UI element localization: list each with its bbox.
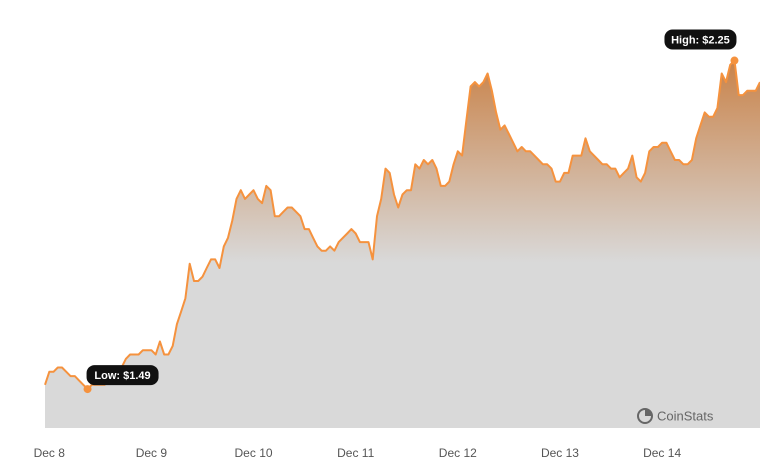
- watermark-text: CoinStats: [657, 408, 714, 423]
- tag-box: [664, 29, 737, 50]
- extreme-point: [83, 385, 92, 394]
- line: [44, 59, 760, 391]
- x-tick-label: Dec 12: [439, 446, 477, 460]
- x-tick-label: Dec 11: [337, 446, 374, 460]
- tag-text: Low: $1.49: [94, 370, 150, 382]
- extreme-tag: Low: $1.49: [86, 365, 159, 386]
- watermark: CoinStats: [637, 408, 714, 424]
- tag-box: [86, 365, 159, 386]
- tag-text: High: $2.25: [671, 34, 730, 46]
- x-tick-label: Dec 8: [34, 446, 66, 460]
- x-tick-label: Dec 10: [235, 446, 273, 460]
- extreme-tag: High: $2.25: [664, 29, 737, 50]
- extreme-point: [730, 56, 739, 65]
- x-tick-label: Dec 14: [643, 446, 681, 460]
- x-tick-label: Dec 9: [136, 446, 168, 460]
- x-tick-label: Dec 13: [541, 446, 579, 460]
- area: [45, 60, 760, 428]
